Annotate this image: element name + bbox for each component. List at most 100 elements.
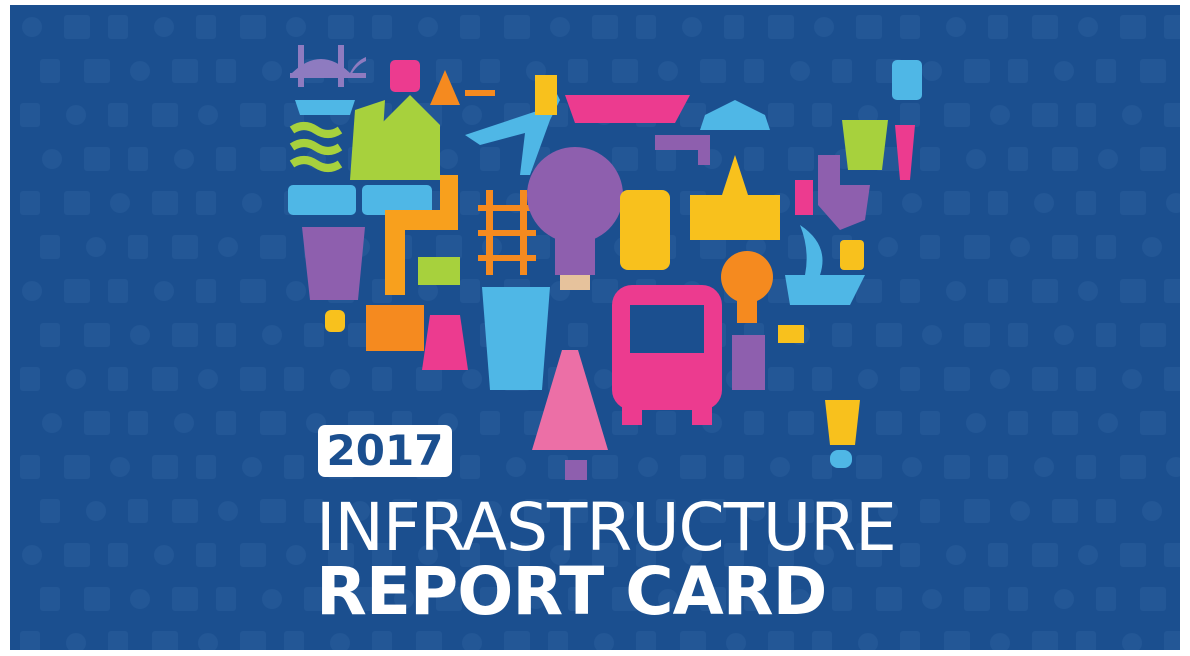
pattern-shape (1122, 633, 1142, 650)
pattern-shape (172, 499, 198, 523)
pattern-shape (480, 587, 500, 611)
pattern-shape (1164, 631, 1180, 650)
pattern-shape (262, 589, 282, 609)
pattern-shape (1096, 323, 1116, 347)
pattern-shape (64, 191, 90, 215)
drop-icon (325, 310, 345, 332)
pattern-shape (920, 499, 940, 523)
pattern-shape (700, 587, 726, 611)
pattern-shape (174, 413, 194, 433)
pattern-shape (20, 631, 40, 650)
pattern-shape (656, 147, 676, 171)
pattern-shape (110, 457, 130, 477)
pattern-shape (614, 501, 634, 521)
pattern-shape (1010, 501, 1030, 521)
pattern-shape (814, 545, 834, 565)
pattern-shape (1098, 413, 1118, 433)
pattern-shape (592, 279, 618, 303)
drop-blue-icon (830, 450, 852, 468)
train-icon (892, 60, 922, 100)
pattern-shape (832, 499, 852, 523)
pattern-shape (900, 279, 920, 303)
pattern-shape (1120, 191, 1146, 215)
pattern-shape (944, 103, 970, 127)
pattern-shape (242, 457, 262, 477)
pattern-shape (1164, 543, 1180, 567)
road-icon (535, 75, 557, 115)
pattern-shape (128, 147, 148, 171)
pattern-shape (770, 457, 790, 477)
pattern-shape (240, 279, 266, 303)
pattern-shape (172, 587, 198, 611)
pattern-shape (436, 587, 462, 611)
pattern-shape (1076, 455, 1096, 479)
pattern-shape (1140, 587, 1166, 611)
pattern-shape (1076, 631, 1096, 650)
pattern-shape (242, 193, 262, 213)
pattern-shape (1052, 499, 1078, 523)
pattern-shape (568, 499, 588, 523)
pattern-shape (592, 543, 618, 567)
pattern-shape (480, 59, 500, 83)
pattern-shape (744, 147, 764, 171)
pattern-shape (172, 59, 198, 83)
pattern-shape (1120, 543, 1146, 567)
pattern-shape (946, 545, 966, 565)
pattern-shape (460, 15, 480, 39)
pattern-shape (656, 499, 676, 523)
pattern-shape (856, 543, 882, 567)
pattern-shape (64, 15, 90, 39)
pattern-shape (108, 543, 128, 567)
pattern-shape (900, 15, 920, 39)
pattern-shape (462, 633, 482, 650)
pattern-shape (198, 369, 218, 389)
pattern-shape (40, 587, 60, 611)
pattern-shape (436, 499, 462, 523)
pattern-shape (1008, 411, 1028, 435)
toilet-icon (818, 155, 870, 230)
pattern-shape (1032, 279, 1058, 303)
pattern-shape (504, 15, 530, 39)
pattern-shape (64, 279, 90, 303)
pattern-shape (524, 235, 550, 259)
pattern-shape (196, 191, 216, 215)
pattern-shape (1054, 325, 1074, 345)
pattern-shape (1052, 147, 1078, 171)
solar-icon (418, 257, 460, 285)
pattern-shape (42, 413, 62, 433)
pattern-shape (550, 545, 570, 565)
pattern-shape (108, 367, 128, 391)
pattern-shape (812, 367, 832, 391)
pattern-shape (84, 147, 110, 171)
pattern-shape (216, 323, 236, 347)
pattern-shape (788, 411, 814, 435)
pattern-shape (1078, 545, 1098, 565)
pattern-shape (240, 543, 266, 567)
pattern-shape (990, 369, 1010, 389)
pattern-shape (84, 411, 110, 435)
pattern-shape (1078, 17, 1098, 37)
pattern-shape (66, 369, 86, 389)
pattern-shape (108, 279, 128, 303)
pattern-shape (128, 499, 148, 523)
pattern-shape (944, 191, 970, 215)
pattern-shape (946, 17, 966, 37)
house-icon (380, 95, 440, 180)
pattern-shape (724, 15, 744, 39)
pipe-icon (385, 175, 458, 295)
nuclear-icon (422, 315, 468, 370)
pattern-shape (1140, 59, 1166, 83)
pattern-shape (568, 323, 588, 347)
pattern-shape (964, 59, 990, 83)
pattern-shape (1010, 237, 1030, 257)
pattern-shape (768, 103, 794, 127)
pattern-shape (768, 631, 794, 650)
pattern-shape (152, 455, 178, 479)
pattern-shape (964, 499, 990, 523)
pattern-shape (1140, 147, 1166, 171)
pattern-shape (394, 589, 414, 609)
pattern-shape (108, 15, 128, 39)
pattern-shape (1140, 323, 1166, 347)
pattern-shape (1140, 411, 1166, 435)
dam-purple-icon (732, 335, 765, 390)
